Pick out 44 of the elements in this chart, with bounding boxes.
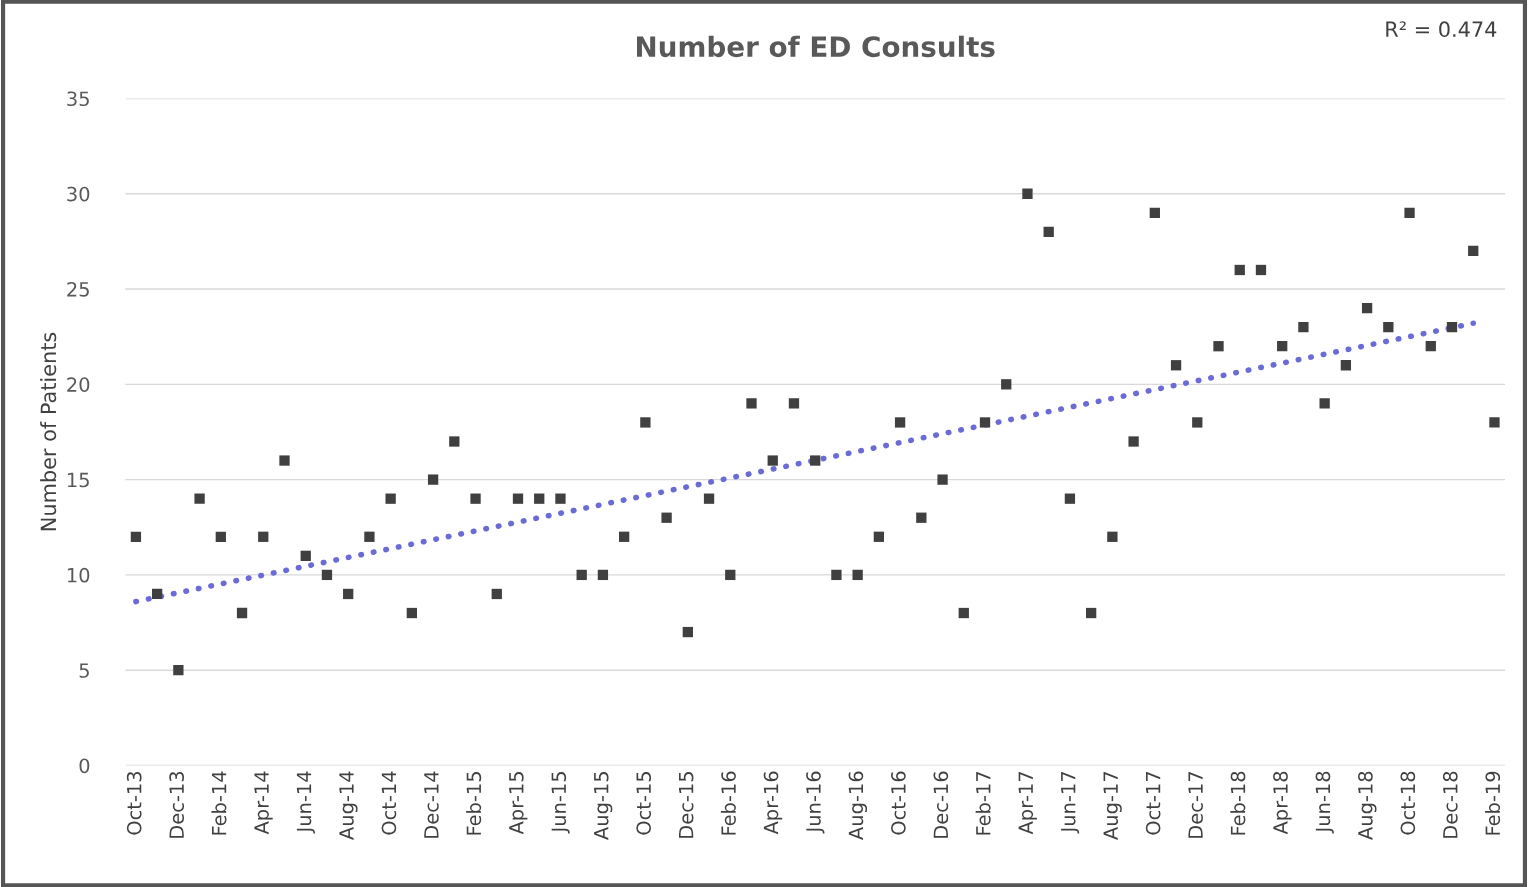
x-tick-label: Oct-14 — [381, 771, 397, 835]
x-tick-label: Oct-17 — [1145, 772, 1161, 835]
x-tick-label: Apr-14 — [254, 771, 273, 835]
x-tick-label: Jun-18 — [1315, 771, 1334, 834]
x-tick-label: Dec-15 — [679, 772, 694, 838]
y-tick-label: 15 — [67, 472, 89, 488]
x-tick-label: Feb-16 — [720, 771, 736, 835]
x-tick-label: Feb-14 — [211, 771, 227, 835]
y-tick-label: 20 — [67, 377, 90, 392]
chart-title: Number of ED Consults — [637, 35, 995, 58]
x-tick-label: Oct-13 — [126, 771, 142, 835]
x-tick-label: Oct-15 — [636, 772, 652, 835]
x-tick-label: Aug-17 — [1103, 772, 1122, 840]
x-tick-label: Aug-15 — [594, 772, 613, 840]
y-axis-title: Number of Patients — [40, 332, 57, 531]
x-tick-label: Apr-18 — [1273, 771, 1292, 835]
x-tick-label: Feb-18 — [1230, 771, 1246, 835]
x-tick-label: Jun-15 — [551, 772, 570, 834]
x-tick-label: Aug-16 — [848, 771, 868, 840]
x-tick-label: Apr-17 — [1018, 772, 1037, 835]
x-tick-label: Feb-19 — [1485, 771, 1501, 835]
x-tick-label: Dec-14 — [424, 771, 439, 838]
x-tick-label: Aug-14 — [339, 771, 358, 840]
x-tick-label: Feb-17 — [975, 772, 991, 835]
y-tick-label: 35 — [67, 91, 89, 107]
x-tick-label: Apr-15 — [509, 772, 528, 835]
x-tick-label: Dec-16 — [933, 771, 949, 838]
x-tick-label: Feb-15 — [466, 772, 482, 835]
x-tick-label: Jun-14 — [296, 771, 315, 834]
x-tick-label: Oct-18 — [1400, 771, 1416, 835]
x-tick-label: Dec-17 — [1188, 772, 1203, 838]
y-tick-label: 10 — [67, 567, 90, 583]
y-tick-label: 25 — [67, 281, 89, 297]
x-tick-label: Dec-18 — [1442, 771, 1458, 838]
x-tick-label: Jun-17 — [1061, 772, 1080, 834]
x-tick-label: Aug-18 — [1358, 771, 1377, 840]
x-tick-label: Oct-16 — [891, 771, 906, 835]
y-tick-label: 5 — [79, 663, 89, 678]
y-tick-label: 30 — [67, 186, 90, 202]
x-tick-label: Dec-13 — [169, 771, 185, 838]
x-tick-label: Jun-16 — [806, 771, 825, 834]
text: R² = 0.474 — [1386, 21, 1497, 38]
y-tick-label: 0 — [79, 758, 90, 774]
x-tick-label: Apr-16 — [763, 771, 783, 835]
